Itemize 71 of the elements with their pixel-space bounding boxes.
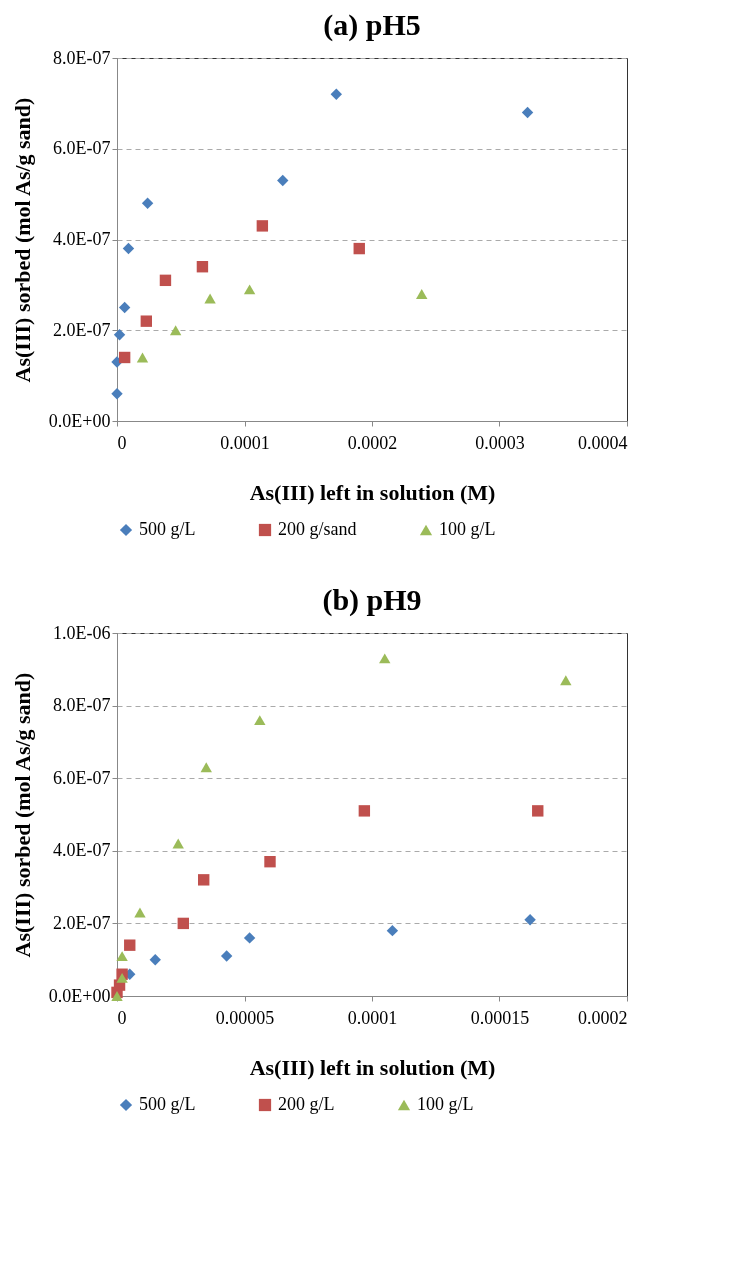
x-tick-label: 0	[117, 432, 127, 453]
x-tick-label: 0.0002	[347, 432, 398, 453]
point	[149, 954, 161, 966]
y-tick-label: 2.0E-07	[53, 912, 111, 933]
point	[560, 675, 572, 686]
point	[111, 388, 123, 400]
x-tick-label: 0.0003	[475, 432, 525, 453]
point	[141, 197, 154, 209]
x-axis-title: As(III) left in solution (M)	[249, 1054, 496, 1080]
point	[196, 261, 209, 273]
x-axis-title: As(III) left in solution (M)	[249, 479, 496, 505]
legend-label: 100 g/L	[417, 1094, 474, 1114]
x-tick-label: 0.0001	[220, 432, 270, 453]
point	[416, 289, 428, 299]
x-tick-label: 0.00015	[470, 1007, 530, 1028]
point	[111, 991, 123, 1001]
point	[124, 939, 136, 951]
legend-label: 200 g/L	[278, 1094, 335, 1114]
legend-label: 200 g/sand	[278, 519, 357, 539]
point	[116, 951, 128, 962]
y-axis-title: As(III) sorbed (mol As/g sand)	[9, 97, 35, 383]
y-tick-label: 2.0E-07	[53, 319, 111, 340]
point	[264, 855, 276, 868]
x-tick-label: 0.0004	[578, 432, 628, 453]
point	[177, 917, 189, 930]
y-tick-label: 4.0E-07	[53, 840, 111, 861]
point	[169, 325, 182, 336]
chart-title: (b) pH9	[322, 583, 422, 617]
point	[113, 329, 126, 341]
point	[118, 301, 131, 314]
x-tick-label: 0	[117, 1007, 127, 1028]
y-tick-label: 6.0E-07	[53, 767, 111, 788]
point	[204, 293, 216, 304]
legend-label: 500 g/L	[139, 1094, 196, 1114]
point	[122, 242, 135, 255]
point	[277, 174, 289, 187]
y-tick-label: 1.0E-06	[53, 622, 111, 643]
point	[116, 972, 128, 983]
point	[118, 351, 131, 364]
y-tick-label: 8.0E-07	[53, 695, 111, 716]
point	[256, 220, 269, 232]
legend-label: 100 g/L	[439, 519, 496, 539]
y-axis-title: As(III) sorbed (mol As/g sand)	[9, 672, 35, 958]
point	[243, 284, 256, 295]
y-tick-label: 0.0E+00	[48, 985, 111, 1006]
point	[379, 653, 391, 664]
point	[136, 352, 149, 363]
x-tick-label: 0.0002	[578, 1007, 628, 1028]
x-tick-label: 0.0001	[347, 1007, 398, 1028]
point	[200, 762, 212, 773]
x-tick-label: 0.00005	[215, 1007, 275, 1028]
point	[386, 924, 399, 937]
point	[358, 805, 371, 817]
point	[243, 932, 256, 944]
point	[532, 805, 544, 817]
y-tick-label: 6.0E-07	[53, 138, 111, 159]
point	[330, 88, 342, 100]
point	[134, 907, 146, 918]
point	[524, 914, 536, 926]
y-tick-label: 4.0E-07	[53, 229, 111, 249]
legend-label: 500 g/L	[139, 519, 196, 539]
chart-title: (a) pH5	[323, 8, 421, 42]
point	[220, 950, 233, 962]
point	[198, 874, 210, 886]
point	[159, 274, 172, 287]
point	[353, 242, 365, 255]
point	[521, 106, 534, 119]
y-tick-label: 0.0E+00	[48, 410, 111, 431]
y-tick-label: 8.0E-07	[53, 47, 111, 68]
point	[140, 315, 153, 327]
point	[254, 715, 266, 726]
